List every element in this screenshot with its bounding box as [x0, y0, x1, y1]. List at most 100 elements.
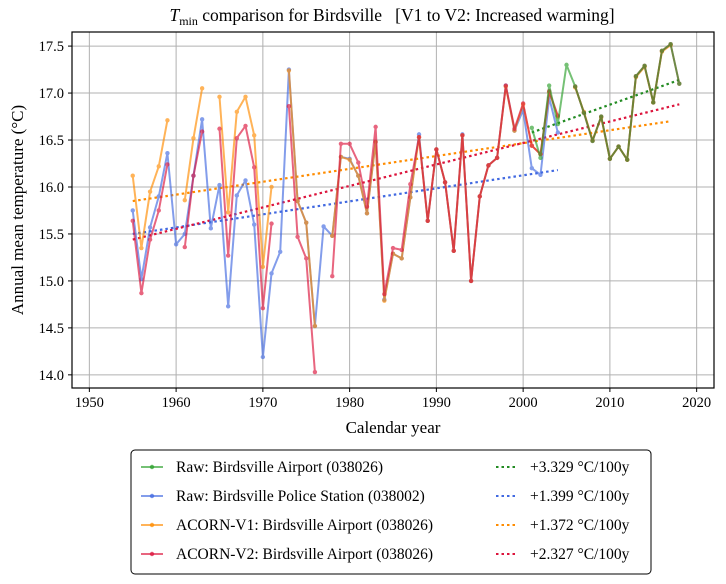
data-point [503, 83, 508, 88]
y-tick-label: 15.5 [39, 227, 64, 243]
data-point [382, 298, 387, 303]
legend-frame [130, 449, 652, 575]
x-tick-label: 1980 [335, 395, 364, 411]
data-point [599, 114, 604, 119]
data-point [130, 208, 135, 213]
data-point [191, 173, 196, 178]
legend-trend-label: +2.327 °C/100y [530, 546, 630, 563]
data-point [243, 123, 248, 129]
data-point [451, 248, 456, 254]
data-point [217, 182, 222, 188]
data-point [382, 291, 387, 297]
data-point [234, 109, 240, 115]
series-line [530, 43, 681, 161]
data-series [130, 42, 682, 375]
data-point [633, 73, 639, 79]
data-point [147, 225, 153, 230]
data-point [356, 160, 361, 165]
data-point [156, 164, 161, 169]
data-point [468, 278, 474, 284]
data-point [199, 129, 205, 134]
data-point [234, 193, 240, 198]
data-point [182, 244, 187, 250]
legend-label: ACORN-V1: Birdsville Airport (038026) [176, 517, 433, 534]
legend-label: ACORN-V2: Birdsville Airport (038026) [176, 546, 433, 563]
data-point [590, 138, 595, 144]
data-point [156, 208, 161, 213]
legend-entry: Raw: Birdsville Airport (038026) +3.329 °… [141, 459, 630, 476]
data-point [251, 165, 257, 170]
data-point [304, 256, 309, 261]
data-point [347, 157, 352, 162]
x-axis-label: Calendar year [346, 418, 441, 437]
title-text: comparison for Birdsville [V1 to V2: Inc… [198, 5, 615, 25]
data-point [572, 84, 578, 89]
data-point [442, 180, 448, 185]
legend-label: Raw: Birdsville Airport (038026) [176, 459, 383, 476]
data-point [165, 150, 170, 156]
x-tick-label: 2010 [595, 395, 624, 411]
legend-marker [149, 551, 155, 557]
data-point [512, 126, 517, 131]
data-point [520, 101, 526, 106]
x-tick-label: 2000 [509, 395, 538, 411]
trend-line [531, 78, 680, 134]
series [130, 42, 682, 375]
y-tick-label: 16.5 [39, 133, 64, 149]
series-line [183, 131, 204, 248]
data-point [390, 245, 396, 251]
data-point [494, 155, 500, 161]
legend-label: Raw: Birdsville Police Station (038002) [176, 488, 425, 505]
data-point [338, 141, 344, 146]
data-point [425, 218, 430, 224]
data-point [165, 118, 170, 123]
plot-frame [71, 31, 715, 389]
legend-marker [149, 522, 155, 528]
data-point [651, 100, 656, 105]
legend-entry: ACORN-V2: Birdsville Airport (038026) +2.… [141, 546, 630, 563]
data-point [130, 218, 135, 224]
chart-title: Tmin comparison for Birdsville [V1 to V2… [169, 5, 614, 28]
series-line [287, 70, 316, 327]
data-point [208, 226, 214, 231]
legend-trend-label: +3.329 °C/100y [530, 459, 630, 476]
data-point [199, 117, 205, 122]
legend: Raw: Birdsville Airport (038026) +3.329 °… [130, 449, 652, 575]
data-point [225, 304, 231, 309]
legend-trend-label: +1.372 °C/100y [530, 517, 630, 534]
y-tick-label: 14.5 [39, 321, 64, 337]
data-point [529, 166, 535, 171]
series [130, 42, 673, 329]
data-point [330, 233, 335, 239]
y-axis-label: Annual mean temperature (°C) [8, 105, 27, 315]
data-point [529, 125, 535, 131]
data-point [260, 264, 266, 270]
data-point [225, 210, 231, 215]
data-point [217, 126, 222, 131]
series [130, 67, 561, 360]
data-point [130, 173, 135, 178]
data-point [677, 81, 682, 86]
data-point [295, 198, 300, 204]
data-point [260, 305, 266, 311]
y-tick-label: 16.0 [39, 180, 64, 196]
x-tick-label: 1950 [75, 395, 104, 411]
data-point [286, 104, 292, 109]
y-tick-label: 14.0 [39, 368, 64, 384]
data-point [416, 135, 422, 140]
data-point [399, 247, 404, 253]
data-point [312, 369, 318, 375]
data-point [538, 155, 543, 161]
data-point [347, 141, 352, 146]
data-point [642, 63, 647, 69]
data-point [147, 237, 153, 242]
data-point [269, 221, 274, 226]
data-point [173, 242, 179, 247]
x-tick-label: 1960 [162, 395, 191, 411]
axis-ticks: 1950 1960 1970 1980 1990 2000 2010 2020 14.0 14.5… [39, 39, 712, 411]
data-point [260, 354, 266, 360]
data-point [278, 249, 283, 254]
y-tick-label: 17.0 [39, 86, 64, 102]
data-point [538, 172, 543, 177]
